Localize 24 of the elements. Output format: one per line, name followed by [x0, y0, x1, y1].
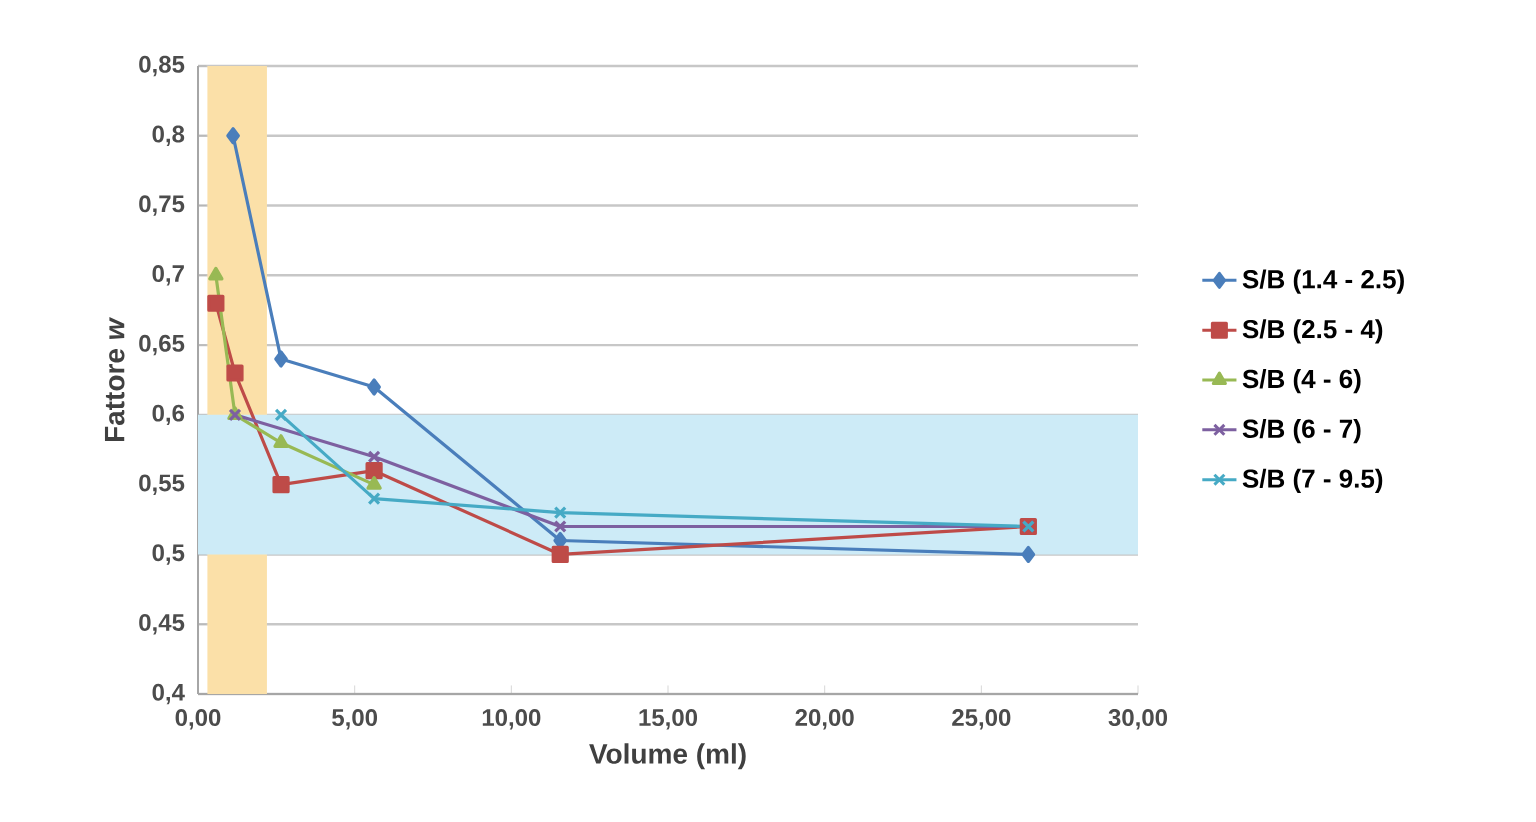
y-tick-label: 0,85 — [139, 55, 185, 77]
y-tick-label: 0,4 — [152, 683, 185, 705]
x-tick-label: 30,00 — [1108, 709, 1168, 730]
y-tick-label: 0,8 — [152, 125, 185, 146]
y-tick-label: 0,65 — [139, 334, 185, 356]
x-tick-label: 25,00 — [952, 709, 1011, 730]
x-tick-label: 0,00 — [175, 709, 221, 730]
legend-label: S/B (6 - 7) — [1242, 418, 1361, 444]
x-axis-title: Volume (ml) — [589, 743, 746, 770]
legend-label: S/B (1.4 - 2.5) — [1242, 269, 1404, 294]
y-tick-label: 0,75 — [139, 195, 185, 216]
x-tick-label: 20,00 — [795, 709, 854, 730]
y-tick-label: 0,55 — [139, 474, 185, 495]
x-tick-label: 10,00 — [482, 709, 541, 730]
y-tick-label: 0,45 — [139, 613, 185, 635]
x-tick-label: 5,00 — [332, 709, 378, 730]
y-tick-label: 0,7 — [152, 265, 184, 286]
legend-label: S/B (7 - 9.5) — [1242, 468, 1383, 493]
y-tick-label: 0,6 — [152, 404, 185, 426]
legend-label: S/B (2.5 - 4) — [1242, 319, 1383, 344]
y-tick-label: 0,5 — [152, 544, 185, 565]
legend-label: S/B (4 - 6) — [1242, 369, 1361, 394]
y-axis-title: Fattore w — [104, 317, 125, 442]
x-tick-label: 15,00 — [639, 709, 698, 730]
